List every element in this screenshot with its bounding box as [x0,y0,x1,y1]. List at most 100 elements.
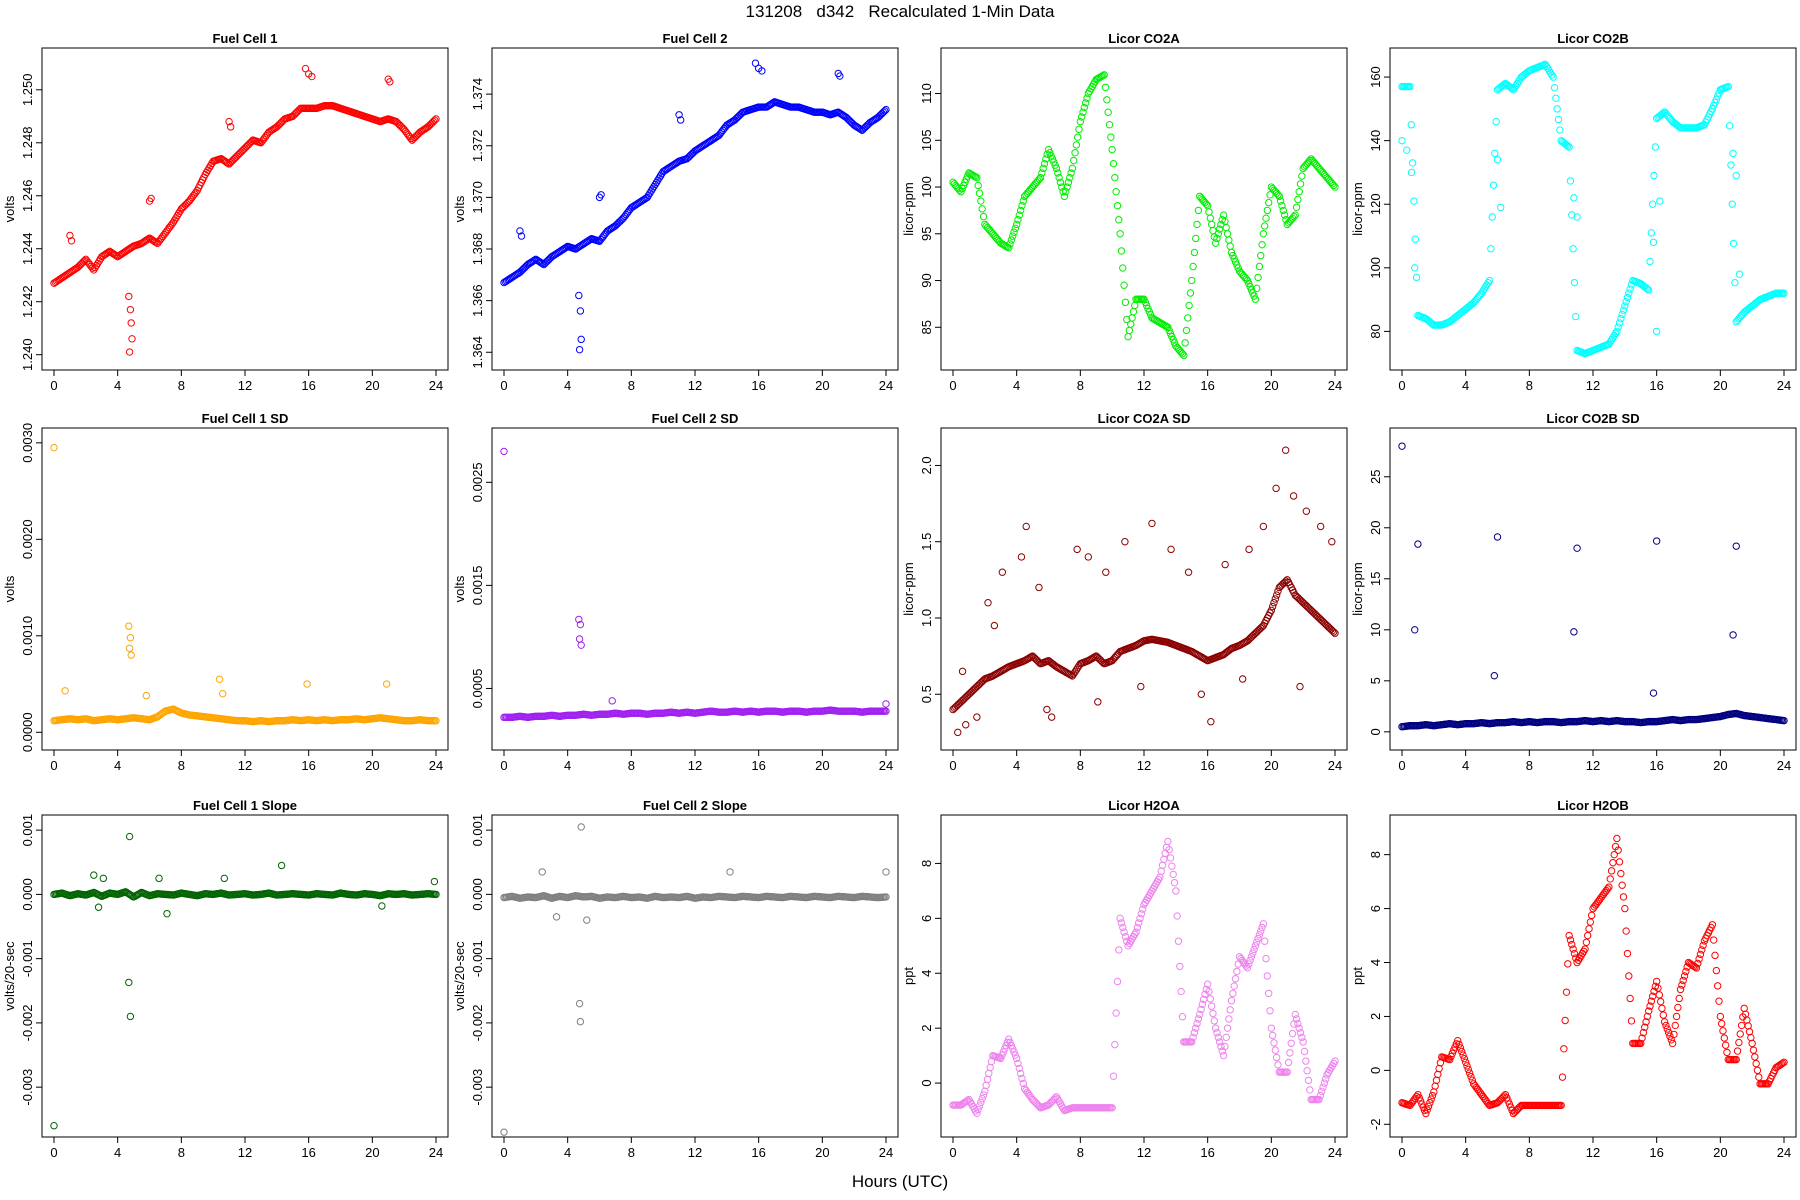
y-tick-label: 0.0010 [20,616,35,656]
outlier-point [1221,560,1229,569]
x-tick-label: 4 [1013,758,1020,773]
outlier-point [882,868,890,876]
outlier-point [66,231,74,240]
data-point [1249,632,1257,640]
data-point [1190,248,1199,257]
data-point [1182,326,1191,335]
y-tick-label: 2.0 [919,456,934,474]
data-point [1019,197,1027,205]
data-point [1205,987,1213,996]
x-tick-label: 20 [815,378,829,393]
x-tick-label: 16 [1649,758,1663,773]
data-point [1117,247,1126,255]
data-point [1116,230,1124,238]
data-point [104,248,113,256]
data-point [1062,188,1070,196]
outlier-point [50,443,58,452]
data-point [1737,1021,1746,1030]
data-point [1324,623,1333,631]
data-point [1298,172,1306,180]
y-tick-label: -0.002 [470,1004,485,1041]
data-point [1268,1031,1277,1040]
data-point [882,105,890,114]
y-tick-label: 0.000 [470,878,485,911]
data-point [229,156,237,164]
x-tick-label: 24 [429,378,443,393]
panel-title: Licor CO2A SD [1098,411,1191,426]
data-point [1011,1051,1020,1059]
data-point [1180,351,1188,360]
outlier-point [125,978,133,987]
data-point [846,117,854,125]
outlier-point [219,689,227,698]
outlier-point [1238,675,1247,683]
data-point [1570,278,1579,287]
data-point [1040,159,1049,168]
data-point [1108,145,1116,154]
x-tick-label: 0 [949,758,956,773]
panel-title: Licor CO2A [1108,31,1180,46]
data-point [1617,869,1625,878]
x-tick-label: 4 [114,378,121,393]
x-tick-label: 8 [1077,758,1084,773]
data-point [1299,599,1307,607]
outlier-point [1398,442,1406,450]
x-tick-label: 0 [50,758,57,773]
data-point [1618,310,1626,319]
data-point [1670,1030,1678,1039]
outlier-point [1573,213,1581,221]
data-point [1408,159,1417,167]
data-point [1667,116,1675,124]
y-tick-label: 0.001 [20,814,35,847]
data-point [1016,1069,1025,1078]
data-point [985,1069,993,1078]
data-point [411,133,419,142]
outlier-point [962,721,970,729]
outlier-point [576,620,585,629]
data-point [958,696,966,705]
data-point [1565,931,1573,940]
data-point [1190,1029,1199,1037]
outlier-point [1167,545,1175,554]
data-point [275,120,284,128]
x-tick-label: 12 [1137,1145,1151,1160]
data-point [1485,276,1494,285]
x-tick-label: 16 [1649,378,1663,393]
data-point [1038,169,1046,177]
data-point [1072,141,1081,149]
x-tick-label: 20 [815,1145,829,1160]
data-point [1645,286,1653,294]
data-point [1185,301,1193,310]
outlier-point [575,999,584,1008]
y-tick-label: 110 [919,83,934,104]
data-point [981,1087,989,1096]
outlier-point [998,568,1007,576]
data-point [1749,1046,1758,1054]
x-tick-label: 8 [1526,1145,1533,1160]
figure-title: 131208 d342 Recalculated 1-Min Data [745,2,1055,21]
data-point [1311,610,1319,618]
data-point [1468,300,1476,308]
data-point [1235,953,1244,961]
data-point [1744,1022,1752,1030]
data-point [516,268,524,276]
data-point [1609,859,1617,867]
data-point [1070,156,1078,165]
y-tick-label: -0.002 [20,1004,35,1041]
data-point [1610,850,1618,859]
data-point [975,680,984,688]
outlier-point [576,307,585,315]
data-point [1264,198,1273,207]
data-point [408,136,416,144]
data-point [1406,82,1414,91]
data-point [1728,200,1736,208]
x-tick-label: 24 [879,378,893,393]
panel-title: Licor CO2B SD [1546,411,1639,426]
data-point [998,1051,1006,1059]
data-point [1125,326,1134,335]
y-axis-label: volts/20-sec [452,941,467,1011]
data-point [1022,1086,1030,1095]
data-point [128,892,136,900]
data-point [1557,1101,1565,1110]
